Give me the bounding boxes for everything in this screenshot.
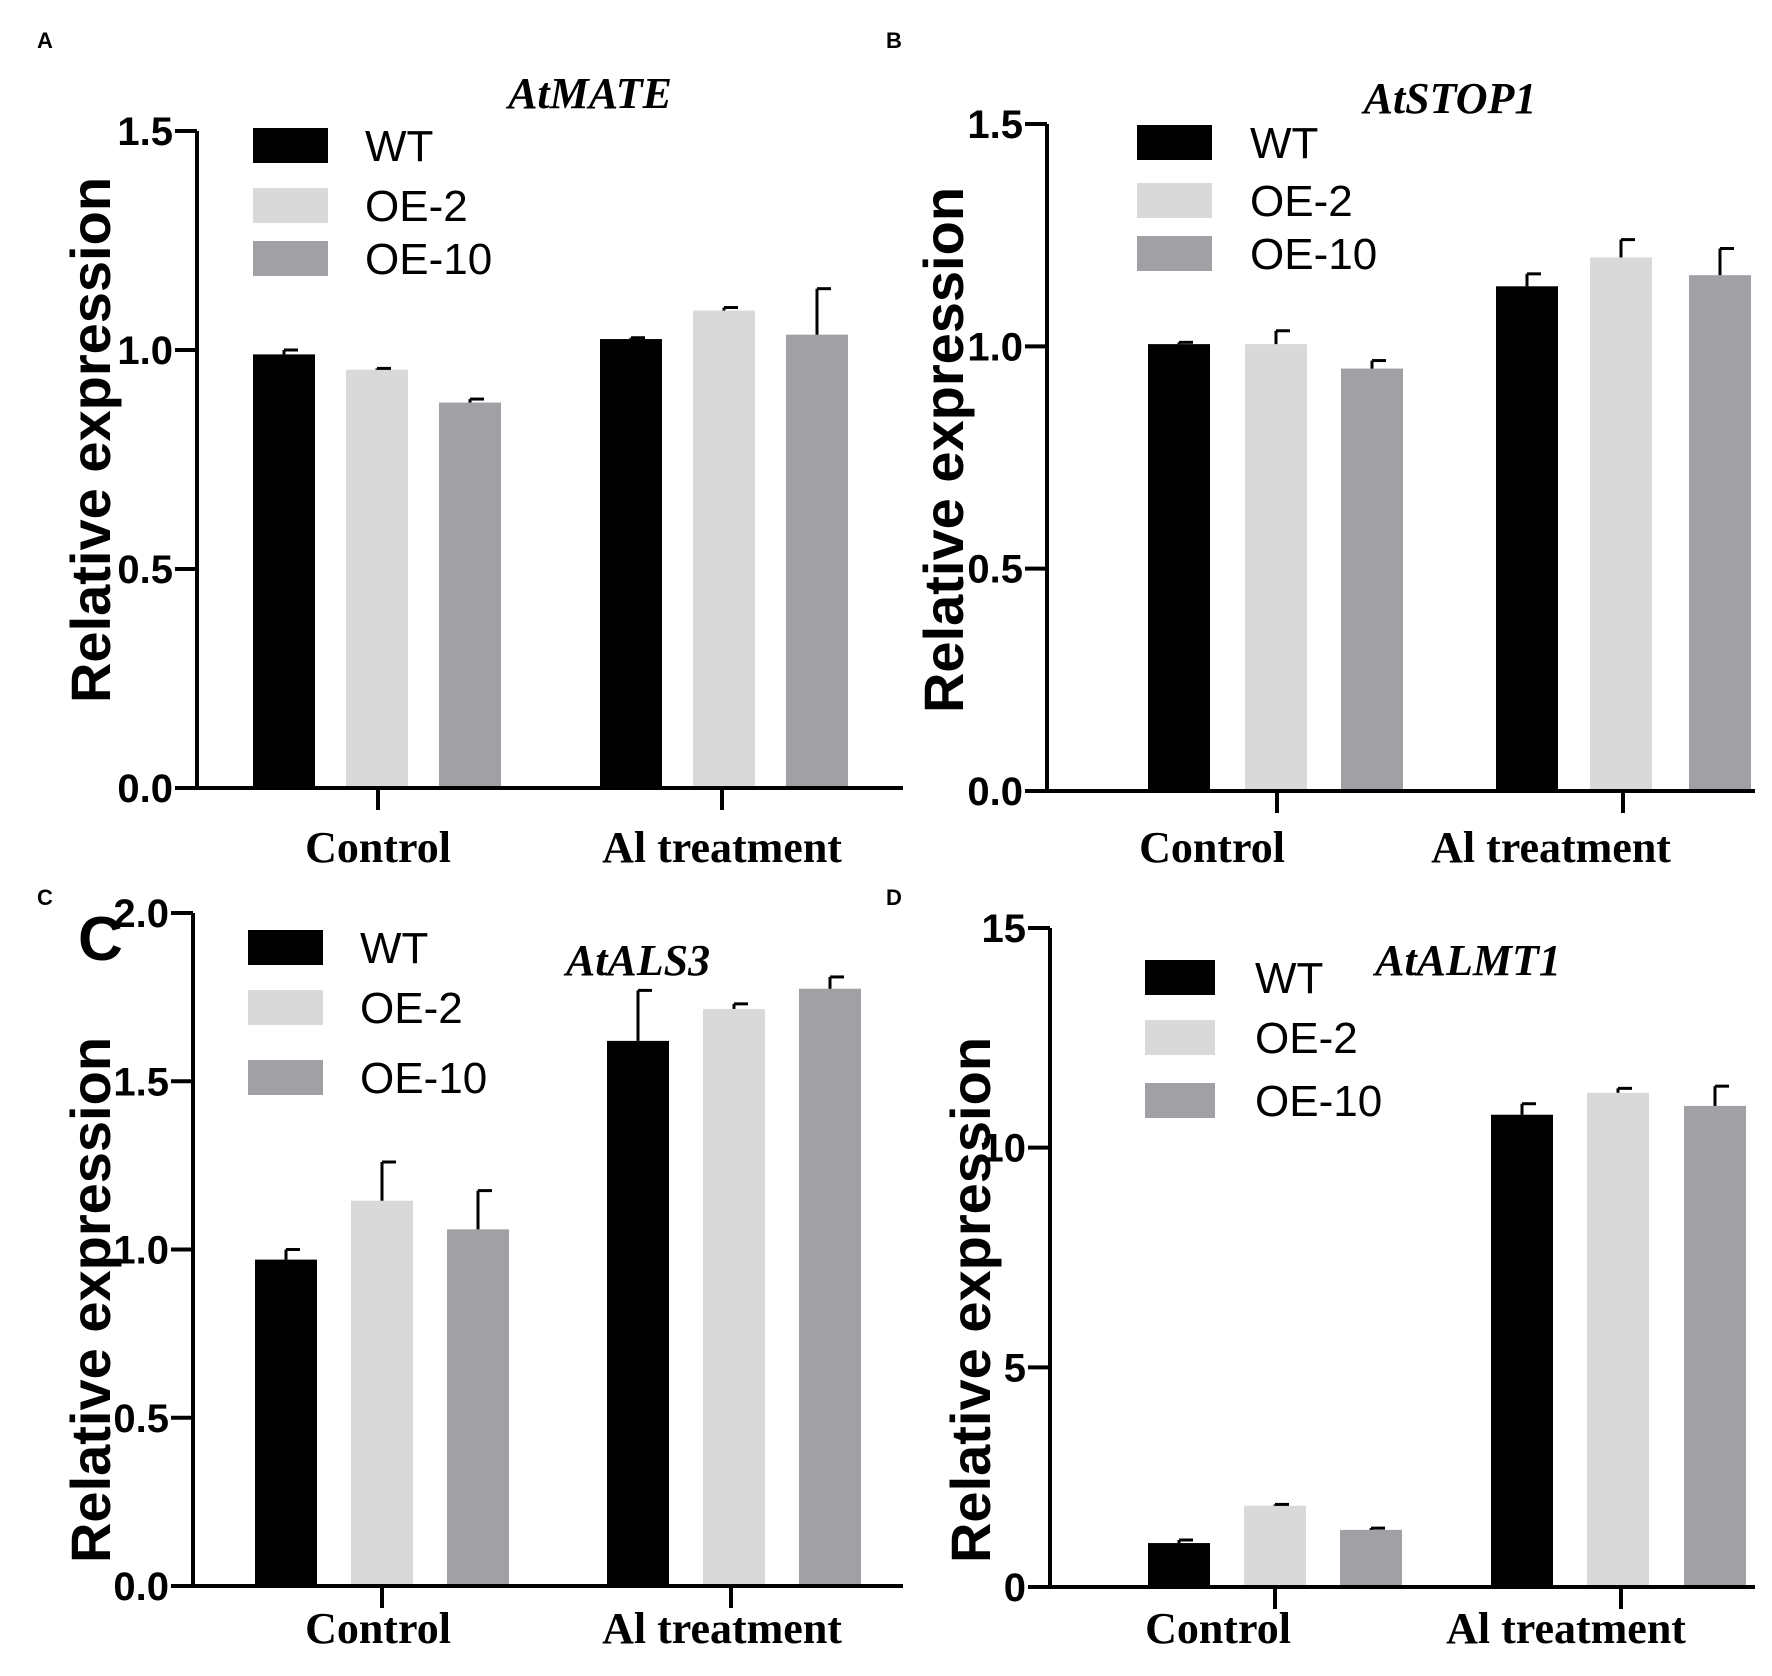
category-label-al-treatment: Al treatment	[1431, 823, 1671, 872]
legend-label-wt: WT	[365, 122, 433, 171]
y-tick-label: 15	[982, 907, 1027, 951]
category-label-control: Control	[305, 823, 451, 872]
legend-swatch-wt	[253, 128, 328, 163]
bar-wt-control	[1148, 344, 1210, 791]
bar-oe-2-al-treatment	[1587, 1092, 1649, 1587]
bar-wt-al-treatment	[607, 1040, 669, 1586]
chart-title: AtALS3	[563, 936, 710, 985]
y-tick-label: 0.0	[117, 767, 173, 811]
bar-oe-2-control	[346, 369, 408, 788]
y-tick-label: 10	[982, 1127, 1027, 1171]
panel-c: C C AtALS3 Relative expression Control A…	[37, 885, 842, 1653]
bar-oe-10-control	[447, 1229, 509, 1586]
bar-wt-al-treatment	[600, 339, 662, 788]
legend-label-wt: WT	[1250, 119, 1318, 168]
bar-oe-10-al-treatment	[799, 988, 861, 1586]
bar-oe-2-control	[1244, 1505, 1306, 1587]
legend: WT OE-2 OE-10	[253, 122, 492, 284]
y-tick-label: 1.0	[113, 1229, 169, 1273]
y-tick-label: 5	[1004, 1346, 1026, 1390]
legend-swatch-oe-2	[248, 990, 323, 1025]
y-axis-label: Relative expression	[59, 177, 122, 703]
legend-label-oe-2: OE-2	[365, 182, 468, 231]
y-tick-label: 0.5	[117, 548, 173, 592]
bar-oe-2-al-treatment	[693, 310, 755, 788]
y-axis-label: Relative expression	[912, 187, 975, 713]
y-tick-label: 1.0	[117, 329, 173, 373]
panel-a: A AtMATE Relative expression Control Al …	[37, 28, 842, 872]
bar-oe-10-al-treatment	[1689, 275, 1751, 792]
legend-label-wt: WT	[360, 924, 428, 973]
category-label-control: Control	[305, 1604, 451, 1653]
bar-oe-10-al-treatment	[1684, 1105, 1746, 1587]
category-label-al-treatment: Al treatment	[602, 1604, 842, 1653]
bar-oe-2-al-treatment	[1590, 257, 1652, 791]
bar-wt-al-treatment	[1496, 286, 1558, 791]
bar-wt-control	[1148, 1543, 1210, 1587]
chart-title: AtSTOP1	[1361, 74, 1537, 123]
panel-letter-b: B	[886, 28, 902, 53]
legend-label-oe-10: OE-10	[360, 1054, 487, 1103]
legend-swatch-oe-2	[1137, 183, 1212, 218]
legend-label-oe-2: OE-2	[1255, 1014, 1358, 1063]
panel-d: D AtALMT1 Relative expression Control Al…	[886, 885, 1686, 1653]
y-tick-label: 1.5	[967, 103, 1023, 147]
bar-oe-2-al-treatment	[703, 1008, 765, 1586]
legend-label-oe-2: OE-2	[1250, 177, 1353, 226]
category-label-control: Control	[1139, 823, 1285, 872]
plot-area-c: 0.0 0.5 1.0 1.5 2.0	[113, 892, 903, 1609]
plot-area-b: 0.0 0.5 1.0 1.5	[967, 103, 1755, 814]
y-tick-label: 2.0	[113, 892, 169, 936]
legend: WT OE-2 OE-10	[1145, 954, 1382, 1126]
legend-swatch-wt	[248, 930, 323, 965]
chart-title: AtALMT1	[1372, 936, 1561, 985]
plot-area-a: 0.0 0.5 1.0 1.5	[117, 110, 903, 811]
stray-panel-letter: C	[78, 905, 123, 974]
panel-letter-a: A	[37, 28, 53, 53]
y-axis-label: Relative expression	[939, 1037, 1002, 1563]
legend-label-oe-10: OE-10	[1255, 1077, 1382, 1126]
panel-letter-c: C	[37, 885, 53, 910]
legend: WT OE-2 OE-10	[248, 924, 487, 1103]
legend-label-oe-2: OE-2	[360, 984, 463, 1033]
bar-oe-10-al-treatment	[786, 334, 848, 788]
y-tick-label: 1.0	[967, 325, 1023, 369]
category-label-control: Control	[1145, 1604, 1291, 1653]
legend-swatch-oe-10	[1145, 1083, 1215, 1118]
panel-b: B AtSTOP1 Relative expression Control Al…	[886, 28, 1671, 872]
y-tick-label: 0.0	[113, 1565, 169, 1609]
category-label-al-treatment: Al treatment	[1446, 1604, 1686, 1653]
y-tick-label: 0.0	[967, 770, 1023, 814]
plot-area-d: 0 5 10 15	[982, 907, 1755, 1610]
legend-swatch-oe-2	[253, 188, 328, 223]
bar-wt-control	[255, 1259, 317, 1586]
panel-letter-d: D	[886, 885, 902, 910]
bar-wt-al-treatment	[1491, 1114, 1553, 1587]
bar-oe-2-control	[351, 1200, 413, 1586]
legend-swatch-oe-10	[1137, 236, 1212, 271]
bar-oe-10-control	[1340, 1529, 1402, 1587]
bar-wt-control	[253, 354, 315, 788]
legend: WT OE-2 OE-10	[1137, 119, 1377, 279]
category-label-al-treatment: Al treatment	[602, 823, 842, 872]
legend-swatch-wt	[1145, 960, 1215, 995]
y-tick-label: 0.5	[967, 548, 1023, 592]
y-axis-label: Relative expression	[59, 1037, 122, 1563]
legend-label-oe-10: OE-10	[365, 235, 492, 284]
bar-oe-2-control	[1245, 344, 1307, 791]
legend-label-wt: WT	[1255, 954, 1323, 1003]
legend-swatch-oe-2	[1145, 1020, 1215, 1055]
legend-label-oe-10: OE-10	[1250, 230, 1377, 279]
chart-title: AtMATE	[505, 69, 672, 118]
legend-swatch-oe-10	[248, 1060, 323, 1095]
legend-swatch-oe-10	[253, 241, 328, 276]
y-tick-label: 1.5	[117, 110, 173, 154]
bar-oe-10-control	[1341, 368, 1403, 791]
y-tick-label: 1.5	[113, 1060, 169, 1104]
y-tick-label: 0	[1004, 1566, 1026, 1610]
legend-swatch-wt	[1137, 125, 1212, 160]
y-tick-label: 0.5	[113, 1397, 169, 1441]
bar-oe-10-control	[439, 402, 501, 788]
